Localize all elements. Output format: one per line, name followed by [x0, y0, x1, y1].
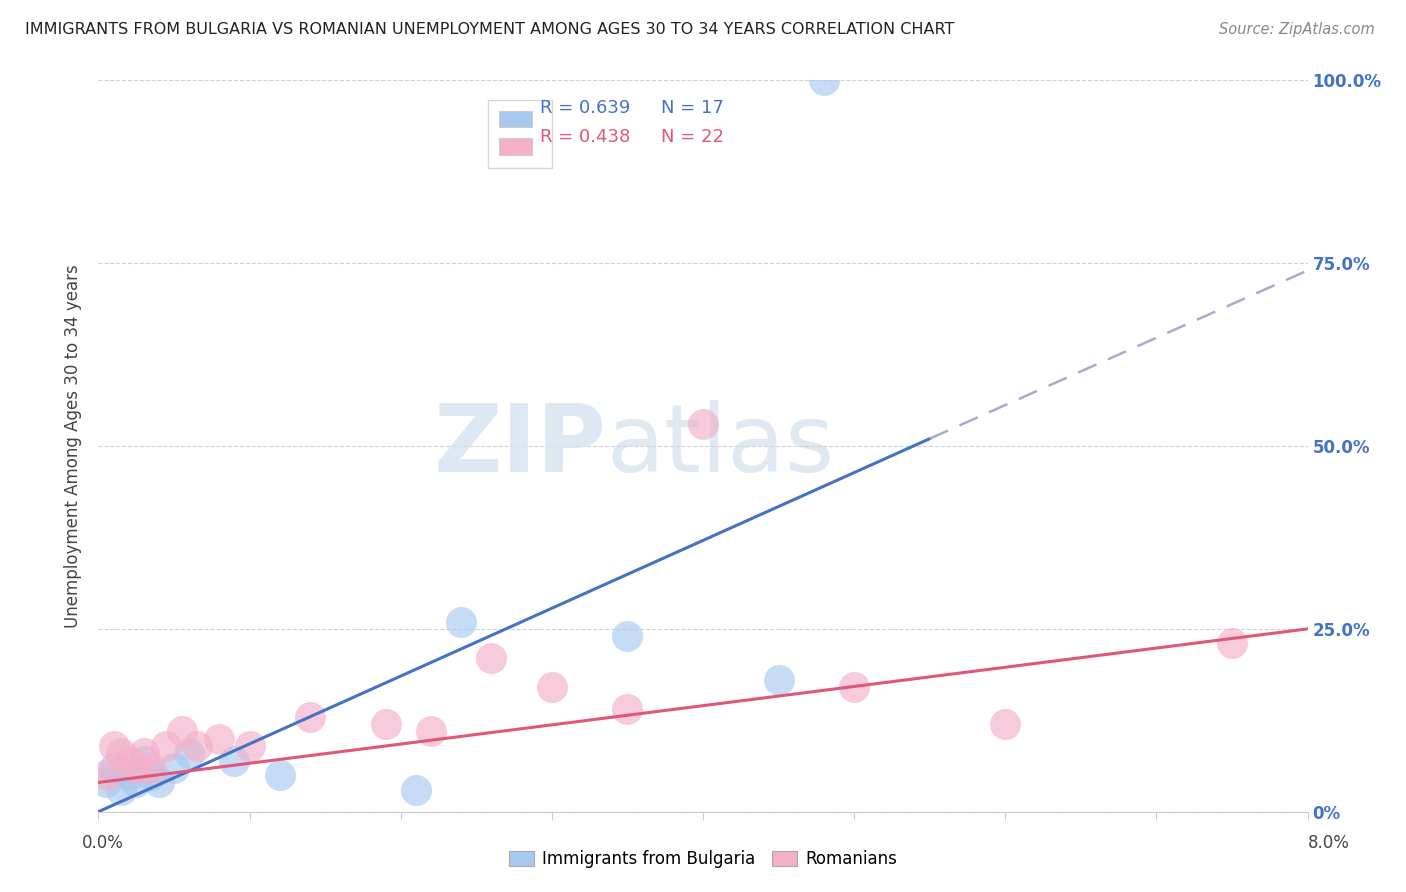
Point [481, 651, 503, 665]
Point [179, 746, 201, 760]
Point [239, 739, 262, 753]
Text: Source: ZipAtlas.com: Source: ZipAtlas.com [1219, 22, 1375, 37]
Point [768, 673, 790, 687]
Point [118, 768, 141, 782]
Text: R = 0.438: R = 0.438 [540, 128, 630, 146]
Point [420, 724, 443, 739]
Legend: , : , [488, 100, 551, 168]
Point [103, 739, 125, 753]
Point [163, 761, 186, 775]
Y-axis label: Unemployment Among Ages 30 to 34 years: Unemployment Among Ages 30 to 34 years [65, 264, 83, 628]
Point [132, 754, 155, 768]
Point [125, 761, 148, 775]
Legend: Immigrants from Bulgaria, Romanians: Immigrants from Bulgaria, Romanians [502, 844, 904, 875]
Point [94, 768, 117, 782]
Point [118, 754, 141, 768]
Point [405, 782, 427, 797]
Text: 0.0%: 0.0% [82, 834, 124, 852]
Point [125, 775, 148, 789]
Point [616, 702, 638, 716]
Point [994, 717, 1017, 731]
Point [541, 681, 564, 695]
Point [148, 775, 170, 789]
Point [94, 775, 117, 789]
Point [141, 768, 163, 782]
Point [269, 768, 291, 782]
Text: R = 0.639: R = 0.639 [540, 99, 630, 117]
Text: IMMIGRANTS FROM BULGARIA VS ROMANIAN UNEMPLOYMENT AMONG AGES 30 TO 34 YEARS CORR: IMMIGRANTS FROM BULGARIA VS ROMANIAN UNE… [25, 22, 955, 37]
Point [813, 73, 835, 87]
Point [1220, 636, 1243, 650]
Point [844, 681, 866, 695]
Point [616, 629, 638, 643]
Point [450, 615, 472, 629]
Point [170, 724, 193, 739]
Point [103, 761, 125, 775]
Point [110, 782, 132, 797]
Point [299, 709, 322, 723]
Text: atlas: atlas [606, 400, 835, 492]
Point [224, 754, 246, 768]
Point [132, 746, 155, 760]
Point [155, 739, 177, 753]
Point [208, 731, 231, 746]
Text: ZIP: ZIP [433, 400, 606, 492]
Point [374, 717, 396, 731]
Point [186, 739, 208, 753]
Text: 8.0%: 8.0% [1308, 834, 1350, 852]
Point [141, 761, 163, 775]
Point [110, 746, 132, 760]
Text: N = 17: N = 17 [661, 99, 724, 117]
Point [692, 417, 714, 431]
Text: N = 22: N = 22 [661, 128, 724, 146]
